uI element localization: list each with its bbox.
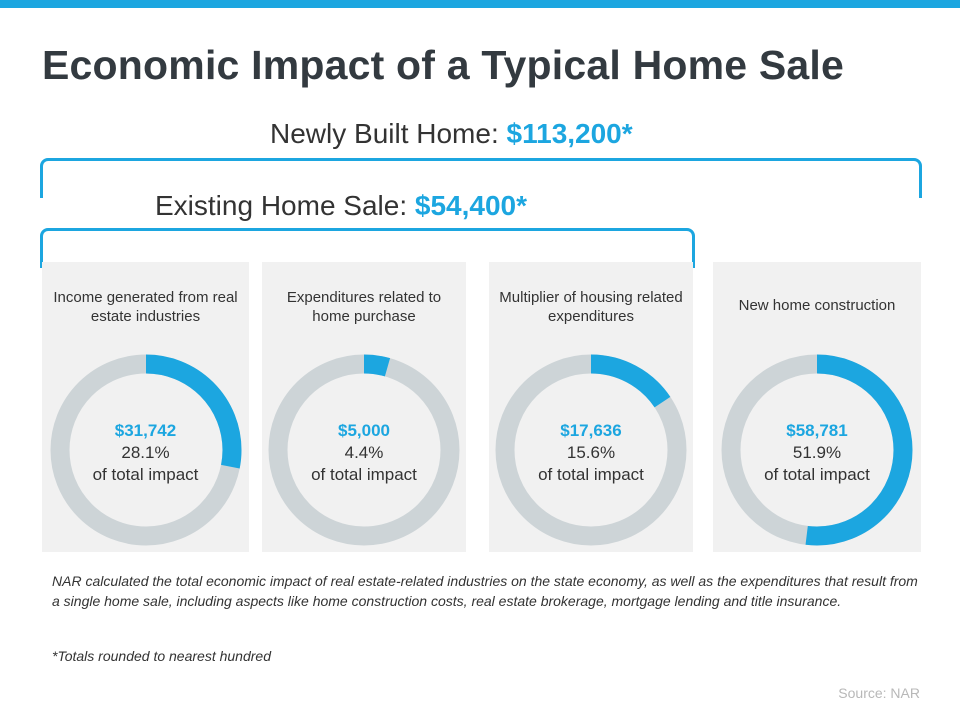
existing-home-bracket	[40, 228, 695, 268]
impact-panel: New home construction $58,781 51.9% of tota…	[713, 262, 921, 552]
donut-label: $58,781 51.9% of total impact	[713, 420, 921, 486]
donut-chart	[721, 354, 913, 546]
newly-built-label: Newly Built Home:	[270, 118, 499, 149]
percent-caption: of total impact	[311, 465, 417, 484]
percent-caption: of total impact	[764, 465, 870, 484]
impact-panel: Income generated from real estate indust…	[42, 262, 249, 552]
amount-value: $31,742	[114, 421, 177, 440]
donut-slice	[495, 354, 687, 546]
amount-value: $5,000	[338, 421, 390, 440]
percent-value: 15.6%	[566, 443, 616, 462]
existing-home-value: $54,400*	[414, 190, 527, 221]
amount-value: $58,781	[786, 421, 848, 440]
percent-value: 28.1%	[121, 443, 170, 462]
donut-label: $31,742 28.1% of total impact	[42, 420, 249, 486]
panel-title: New home construction	[738, 297, 896, 314]
newly-built-value: $113,200*	[506, 118, 633, 149]
amount-value: $17,636	[560, 421, 622, 440]
percent-caption: of total impact	[538, 465, 644, 484]
donut-slice	[50, 354, 241, 546]
newly-built-bracket	[40, 158, 922, 198]
donut-slice	[268, 354, 460, 546]
top-accent-bar	[0, 0, 960, 8]
panel-title: Expenditures related to home purchase	[286, 289, 442, 325]
methodology-note: NAR calculated the total economic impact…	[52, 573, 918, 609]
existing-home-total: Existing Home Sale: $54,400*	[155, 190, 527, 222]
existing-home-label: Existing Home Sale:	[155, 190, 408, 221]
donut-chart	[495, 354, 687, 546]
panel-title: Income generated from real estate indust…	[53, 289, 238, 325]
footnote: *Totals rounded to nearest hundred	[52, 648, 271, 664]
source: Source: NAR	[838, 685, 920, 701]
impact-panel: Multiplier of housing related expenditur…	[489, 262, 693, 552]
impact-panel: Expenditures related to home purchase $5,…	[262, 262, 466, 552]
percent-value: 4.4%	[344, 443, 384, 462]
donut-label: $17,636 15.6% of total impact	[489, 420, 693, 486]
panel-title: Multiplier of housing related expenditur…	[499, 289, 683, 325]
donut-chart	[50, 354, 241, 546]
donut-chart	[268, 354, 460, 546]
newly-built-total: Newly Built Home: $113,200*	[270, 118, 633, 150]
donut-label: $5,000 4.4% of total impact	[262, 420, 466, 486]
percent-caption: of total impact	[92, 465, 199, 484]
percent-value: 51.9%	[792, 443, 842, 462]
page-title: Economic Impact of a Typical Home Sale	[42, 42, 845, 88]
donut-slice	[721, 354, 913, 546]
